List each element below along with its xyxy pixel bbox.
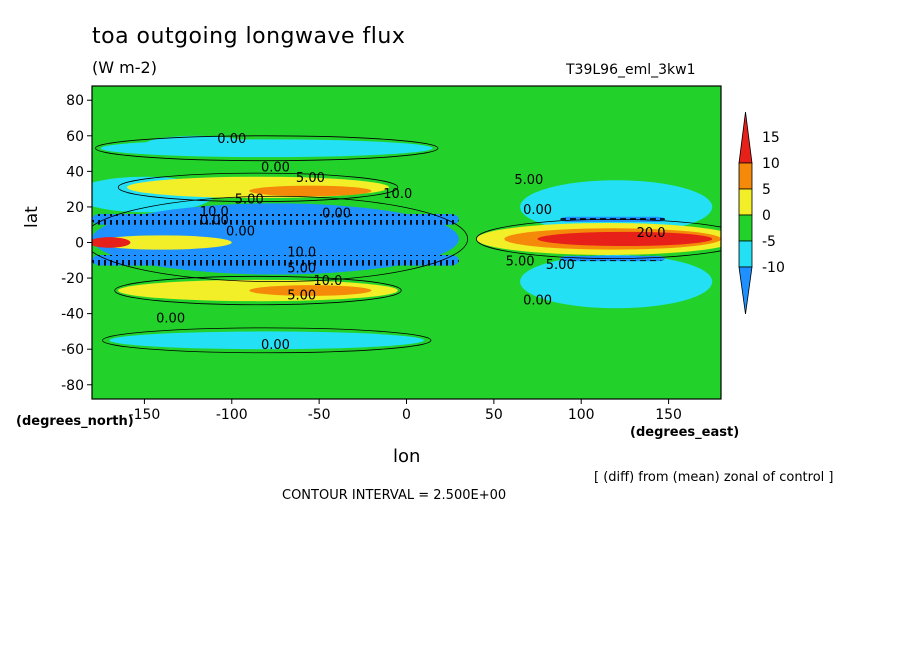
y-axis-unit-note: (degrees_north)	[16, 414, 134, 429]
x-tick-label: 0	[402, 407, 411, 423]
chart-units: (W m-2)	[92, 58, 157, 77]
contour-line-1	[114, 275, 402, 306]
y-tick-label: -60	[61, 342, 84, 358]
chart-title: toa outgoing longwave flux	[92, 24, 406, 49]
run-id-label: T39L96_eml_3kw1	[566, 62, 696, 78]
colorbar-segment	[738, 214, 753, 242]
contour-label: 0.00	[261, 160, 290, 175]
blue-core-center	[240, 217, 398, 250]
x-tick-label: -150	[129, 407, 161, 423]
y-tick-label: -40	[61, 307, 84, 323]
contour-label: 5.00	[506, 255, 535, 270]
contour-label: 10.0	[383, 187, 412, 202]
contour-label: 5.00	[296, 171, 325, 186]
contour-field	[92, 86, 721, 399]
red-core-west	[92, 237, 131, 248]
contour-line-0	[117, 172, 399, 202]
contour-label: 5.00	[514, 173, 543, 188]
colorbar-segment	[738, 240, 753, 268]
colorbar-segment	[738, 162, 753, 190]
contour-label: 5.00	[287, 262, 316, 277]
dashed-band-south	[92, 254, 459, 266]
x-tick-label: 100	[568, 407, 595, 423]
contour-line-4	[476, 218, 721, 259]
red-core-east	[537, 231, 713, 247]
colorbar-label: 15	[762, 130, 780, 146]
contour-label: 0.00	[226, 224, 255, 239]
orange-band-north	[249, 185, 372, 197]
y-tick-label: -20	[61, 271, 84, 287]
cyan-east-south	[520, 254, 713, 309]
contour-label: 0.00	[200, 214, 229, 229]
contour-label: 0.00	[523, 203, 552, 218]
contour-label: 0.00	[322, 207, 351, 222]
contour-line-2	[95, 135, 439, 162]
contour-label: 20.0	[637, 226, 666, 241]
contour-label: 0.00	[261, 338, 290, 353]
y-tick-label: -80	[61, 378, 84, 394]
x-axis-unit-note: (degrees_east)	[630, 425, 740, 440]
colorbar-segment	[738, 111, 753, 164]
contour-line-3	[102, 327, 432, 354]
y-tick-label: 60	[66, 129, 84, 145]
x-tick-label: 150	[655, 407, 682, 423]
contour-label: 10.0	[287, 246, 316, 261]
colorbar-label: -10	[762, 260, 785, 276]
colorbar-segment	[738, 266, 753, 315]
colorbar-label: 5	[762, 182, 771, 198]
x-axis-label: lon	[393, 446, 421, 467]
cyan-band-south	[109, 331, 424, 350]
y-tick-label: 0	[75, 236, 84, 252]
cyan-band-north-west	[144, 135, 250, 154]
x-tick-label: -50	[308, 407, 331, 423]
colorbar-label: 0	[762, 208, 771, 224]
orange-band-south	[249, 285, 372, 296]
y-tick-label: 80	[66, 93, 84, 109]
x-tick-label: 50	[485, 407, 503, 423]
y-tick-label: 40	[66, 164, 84, 180]
contour-label: 10.0	[200, 205, 229, 220]
colorbar-segment	[738, 188, 753, 216]
contour-label: 5.00	[235, 192, 264, 207]
yellow-core-west	[92, 235, 232, 250]
dashed-band-north	[92, 214, 459, 225]
contour-label: 0.00	[523, 294, 552, 309]
contour-label: 5.00	[287, 288, 316, 303]
contour-label: 0.00	[217, 132, 246, 147]
contour-label: 0.00	[156, 312, 185, 327]
colorbar-label: -5	[762, 234, 776, 250]
y-tick-label: 20	[66, 200, 84, 216]
contour-interval-label: CONTOUR INTERVAL = 2.500E+00	[282, 488, 507, 503]
contour-label: 10.0	[313, 274, 342, 289]
x-tick-label: -100	[216, 407, 248, 423]
contour-line-5	[92, 195, 468, 283]
colorbar-label: 10	[762, 156, 780, 172]
contour-label: 5.00	[546, 258, 575, 273]
difference-note: [ (diff) from (mean) zonal of control ]	[594, 470, 834, 485]
